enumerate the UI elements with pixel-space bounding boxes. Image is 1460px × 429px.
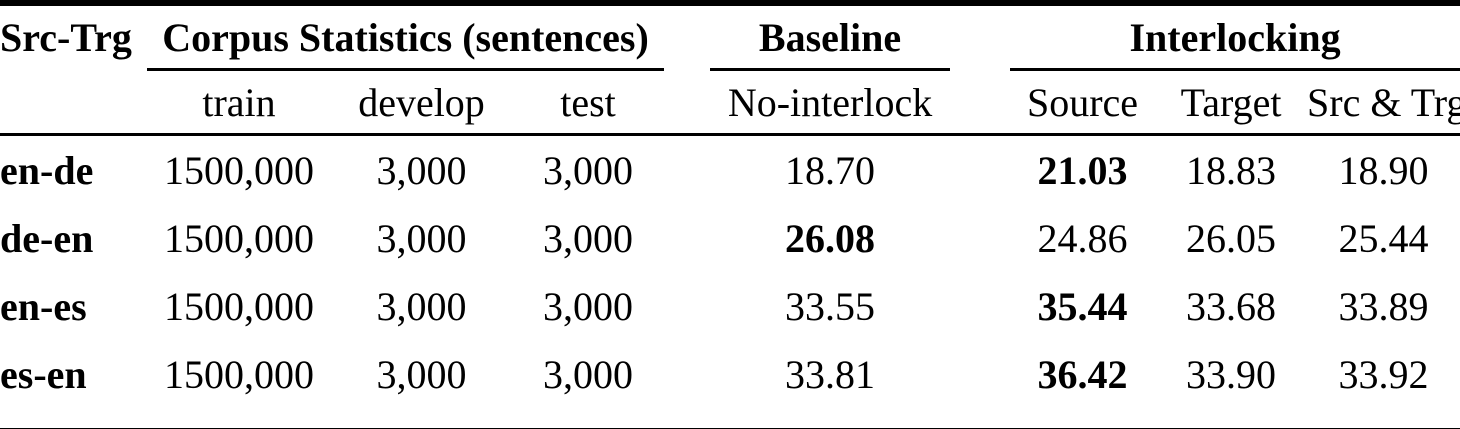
spacer-cell bbox=[664, 204, 710, 272]
cell-develop: 3,000 bbox=[376, 147, 467, 193]
group-header-row: Src-Trg Corpus Statistics (sentences) Ba… bbox=[0, 3, 1460, 136]
spacer-cell bbox=[950, 340, 1010, 408]
spacer-cell bbox=[664, 135, 710, 205]
cell-test: 3,000 bbox=[543, 147, 633, 193]
cell-src-and-trg: 33.92 bbox=[1338, 351, 1429, 397]
group-header-corpus-statistics: Corpus Statistics (sentences) bbox=[147, 3, 665, 71]
spacer-cell bbox=[664, 3, 710, 70]
cell-language-pair: en-es bbox=[0, 283, 87, 329]
cell-develop: 3,000 bbox=[376, 351, 467, 397]
cell-train: 1500,000 bbox=[164, 351, 314, 397]
cell-language-pair: de-en bbox=[0, 215, 94, 261]
cell-train: 1500,000 bbox=[164, 147, 314, 193]
cell-no-interlock: 26.08 bbox=[785, 215, 876, 261]
cell-develop: 3,000 bbox=[376, 283, 467, 329]
column-header-train: train bbox=[147, 69, 331, 136]
cell-target: 33.68 bbox=[1186, 283, 1277, 329]
cell-src-and-trg: 25.44 bbox=[1338, 215, 1429, 261]
bottom-spacer-row bbox=[0, 408, 1460, 429]
cell-test: 3,000 bbox=[543, 215, 633, 261]
spacer-cell bbox=[950, 69, 1011, 136]
cell-src-and-trg: 33.89 bbox=[1338, 283, 1429, 329]
table-row: en-es 1500,000 3,000 3,000 33.55 35.44 3… bbox=[0, 272, 1460, 340]
spacer-cell bbox=[950, 204, 1010, 272]
cell-no-interlock: 18.70 bbox=[785, 147, 876, 193]
table-header: Src-Trg Corpus Statistics (sentences) Ba… bbox=[0, 3, 1460, 136]
column-header-test: test bbox=[512, 69, 665, 136]
spacer-cell bbox=[950, 3, 1010, 70]
sub-header-row: train develop test No-interlock Source T… bbox=[0, 69, 1460, 136]
cell-source: 36.42 bbox=[1037, 351, 1128, 397]
cell-target: 18.83 bbox=[1186, 147, 1277, 193]
cell-no-interlock: 33.55 bbox=[785, 283, 876, 329]
cell-language-pair: es-en bbox=[0, 351, 87, 397]
cell-no-interlock: 33.81 bbox=[785, 351, 876, 397]
column-header-develop: develop bbox=[331, 69, 512, 136]
cell-test: 3,000 bbox=[543, 351, 633, 397]
cell-source: 21.03 bbox=[1037, 147, 1128, 193]
cell-train: 1500,000 bbox=[164, 283, 314, 329]
spacer-cell bbox=[664, 69, 711, 136]
spacer-cell bbox=[0, 408, 1460, 429]
spacer-cell bbox=[950, 135, 1010, 205]
table-row: es-en 1500,000 3,000 3,000 33.81 36.42 3… bbox=[0, 340, 1460, 408]
cell-language-pair: en-de bbox=[0, 147, 94, 193]
cell-source: 24.86 bbox=[1037, 215, 1128, 261]
cell-train: 1500,000 bbox=[164, 215, 314, 261]
group-header-interlocking: Interlocking bbox=[1010, 3, 1460, 71]
group-header-baseline: Baseline bbox=[710, 3, 951, 71]
column-header-src-trg: Src-Trg bbox=[0, 3, 147, 136]
cell-src-and-trg: 18.90 bbox=[1338, 147, 1429, 193]
column-header-no-interlock: No-interlock bbox=[710, 69, 951, 136]
spacer-cell bbox=[950, 272, 1010, 340]
spacer-cell bbox=[664, 340, 710, 408]
column-header-src-and-trg: Src & Trg bbox=[1307, 69, 1460, 136]
cell-source: 35.44 bbox=[1037, 283, 1128, 329]
table-body: en-de 1500,000 3,000 3,000 18.70 21.03 1… bbox=[0, 135, 1460, 429]
cell-develop: 3,000 bbox=[376, 215, 467, 261]
column-header-target: Target bbox=[1155, 69, 1308, 136]
cell-test: 3,000 bbox=[543, 283, 633, 329]
table-row: en-de 1500,000 3,000 3,000 18.70 21.03 1… bbox=[0, 135, 1460, 205]
spacer-cell bbox=[664, 272, 710, 340]
cell-target: 26.05 bbox=[1186, 215, 1277, 261]
table-row: de-en 1500,000 3,000 3,000 26.08 24.86 2… bbox=[0, 204, 1460, 272]
column-header-source: Source bbox=[1010, 69, 1156, 136]
cell-target: 33.90 bbox=[1186, 351, 1277, 397]
